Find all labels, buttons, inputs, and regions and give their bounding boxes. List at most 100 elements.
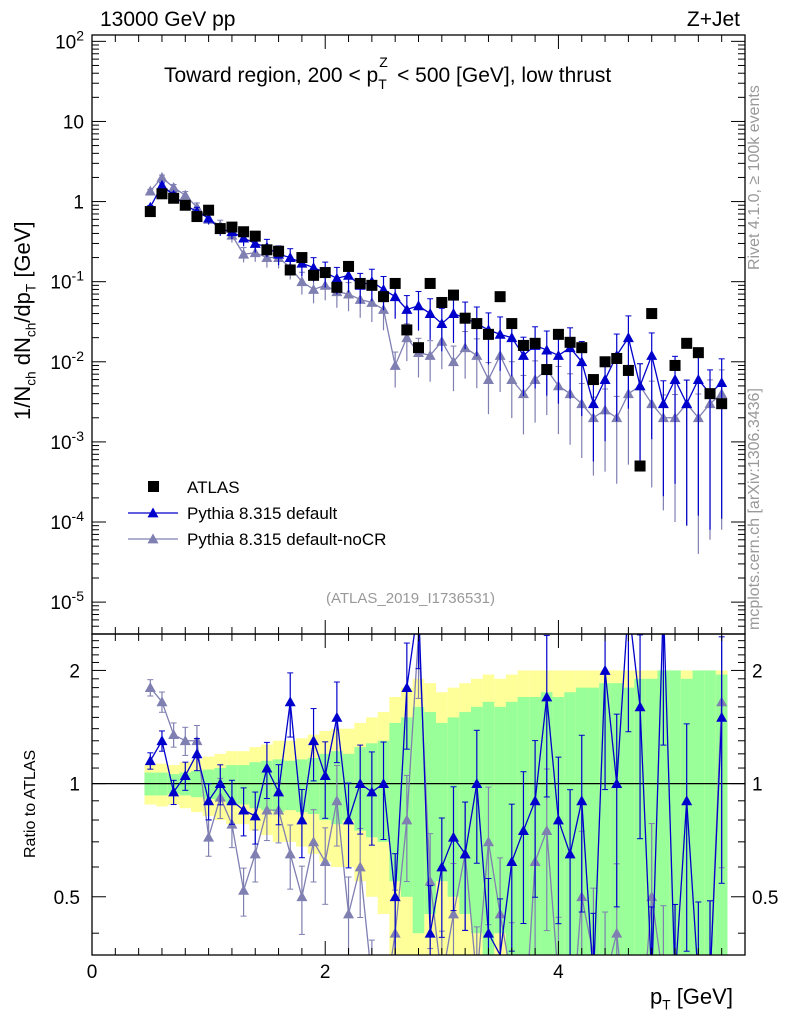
nocr-point xyxy=(144,185,156,196)
ratio-y-tick-label: 0.5 xyxy=(54,888,80,909)
atlas-point xyxy=(541,364,553,376)
x-tick-label: 0 xyxy=(87,962,98,983)
nocr-ratio-point xyxy=(179,735,191,746)
y-tick-label: 10-4 xyxy=(50,508,84,534)
legend-marker xyxy=(147,507,159,518)
default-ratio-point xyxy=(517,825,529,835)
band-stat xyxy=(435,722,448,882)
default-ratio-point xyxy=(716,711,728,722)
nocr-ratio-point xyxy=(343,908,355,919)
atlas-point xyxy=(506,318,518,330)
default-point xyxy=(343,269,355,280)
default-ratio-point xyxy=(599,664,611,675)
default-ratio-point xyxy=(319,770,331,781)
band-stat xyxy=(249,762,262,809)
atlas-point xyxy=(413,342,424,354)
default-ratio-point xyxy=(156,735,168,746)
atlas-point xyxy=(599,356,611,368)
x-ticks: 0 2 4 xyxy=(87,35,723,983)
default-ratio-point xyxy=(203,795,215,806)
title-sup: Z xyxy=(379,54,388,70)
default-ratio-point xyxy=(389,891,401,902)
atlas-point xyxy=(436,296,448,308)
default-ratio-point xyxy=(552,814,564,825)
nocr-ratio-point xyxy=(447,908,459,919)
band-stat xyxy=(307,757,320,815)
default-ratio-point xyxy=(459,848,471,859)
nocr-ratio-point xyxy=(261,804,273,815)
nocr-ratio-point xyxy=(144,682,156,693)
y-tick-label: 10-3 xyxy=(50,428,84,454)
default-point xyxy=(657,398,669,409)
nocr-ratio-point xyxy=(541,825,553,835)
nocr-ratio-line xyxy=(149,634,723,955)
nocr-ratio-point xyxy=(238,884,250,895)
nocr-point xyxy=(366,296,378,307)
default-point xyxy=(669,374,681,384)
nocr-ratio-point xyxy=(156,696,168,707)
atlas-point xyxy=(226,221,238,233)
default-point xyxy=(424,308,436,318)
default-point xyxy=(692,374,704,384)
nocr-point xyxy=(168,181,180,192)
ratio-y-tick-label-right: 2 xyxy=(752,661,763,682)
legend-marker-atlas xyxy=(148,481,159,492)
nocr-ratio-point xyxy=(203,831,215,842)
atlas-point xyxy=(681,337,693,349)
default-ratio-point xyxy=(214,778,226,788)
default-point xyxy=(517,349,529,360)
atlas-point xyxy=(716,398,728,410)
atlas-point xyxy=(273,245,285,257)
ratio-y-tick-label-right: 1 xyxy=(752,775,763,796)
atlas-point xyxy=(284,264,296,276)
default-ratio-point xyxy=(331,711,343,722)
atlas-point xyxy=(704,388,716,400)
y-tick-label: 10 xyxy=(63,112,84,133)
legend-marker xyxy=(147,533,159,544)
atlas-point xyxy=(494,291,506,303)
default-ratio-point xyxy=(284,696,296,707)
nocr-point xyxy=(308,283,320,294)
default-ratio-point xyxy=(506,856,518,867)
x-axis-title: pT [GeV] xyxy=(650,984,733,1012)
default-ratio-point xyxy=(681,795,693,806)
nocr-point xyxy=(482,374,494,384)
default-point xyxy=(634,380,646,391)
default-point xyxy=(331,272,343,283)
default-ratio-point xyxy=(401,682,413,693)
atlas-point xyxy=(692,347,704,359)
default-point xyxy=(599,374,611,384)
atlas-point xyxy=(168,192,180,204)
y-tick-label: 10-1 xyxy=(50,268,84,294)
atlas-point xyxy=(459,312,471,324)
energy-label: 13000 GeV pp xyxy=(100,8,236,31)
nocr-point xyxy=(424,349,436,360)
band-stat xyxy=(657,670,670,955)
atlas-point xyxy=(587,374,599,386)
nocr-ratio-point xyxy=(249,848,261,859)
band-stat xyxy=(424,712,436,914)
nocr-point xyxy=(389,359,401,370)
default-ratio-point xyxy=(378,778,390,788)
y-ticks-main: 10-5 10-4 10-3 10-2 10-1 1 10 102 xyxy=(50,27,745,635)
band-stat xyxy=(704,670,716,955)
band-stat xyxy=(296,759,308,813)
atlas-point xyxy=(308,269,320,281)
atlas-point xyxy=(354,277,366,289)
default-point xyxy=(413,300,424,311)
default-point xyxy=(587,398,599,409)
title-post: < 500 [GeV], low thrust xyxy=(391,64,612,87)
nocr-point xyxy=(238,248,250,259)
default-ratio-point xyxy=(296,814,308,825)
atlas-point xyxy=(366,279,378,291)
ratio-y-tick-label: 1 xyxy=(69,775,80,796)
nocr-ratio-point xyxy=(482,836,494,847)
atlas-point xyxy=(249,230,261,242)
default-ratio-point xyxy=(424,927,436,938)
nocr-ratio-point xyxy=(354,861,366,872)
band-stat xyxy=(587,687,600,955)
default-ratio-point xyxy=(436,861,448,872)
atlas-point xyxy=(203,204,215,216)
default-ratio-point xyxy=(261,762,273,773)
